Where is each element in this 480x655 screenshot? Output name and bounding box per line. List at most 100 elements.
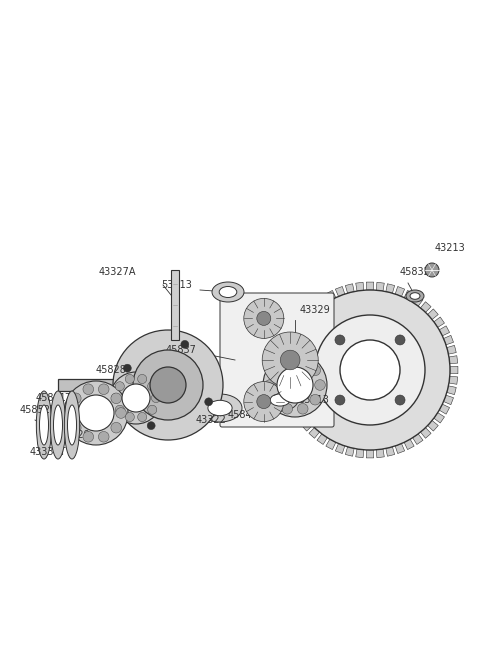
Ellipse shape [262,389,298,411]
Polygon shape [345,284,354,293]
Circle shape [315,380,325,390]
Polygon shape [444,335,454,345]
Polygon shape [439,326,450,336]
Polygon shape [356,282,364,291]
Polygon shape [302,309,312,320]
Circle shape [150,367,186,403]
Ellipse shape [39,405,48,445]
Polygon shape [290,404,301,414]
Circle shape [315,315,425,425]
Ellipse shape [208,400,232,416]
Polygon shape [302,421,312,431]
Polygon shape [282,366,290,374]
Polygon shape [428,309,438,320]
Polygon shape [287,335,297,345]
Circle shape [335,395,345,405]
Circle shape [280,350,300,370]
Circle shape [244,382,284,422]
Circle shape [395,395,405,405]
Polygon shape [447,386,456,395]
Circle shape [244,299,284,339]
Circle shape [147,422,155,430]
Polygon shape [366,282,374,290]
Polygon shape [336,286,345,297]
Circle shape [116,407,126,419]
Polygon shape [449,356,458,364]
Circle shape [98,384,109,394]
Text: 43329: 43329 [300,305,331,315]
Circle shape [257,394,271,409]
Ellipse shape [36,391,52,459]
Polygon shape [404,440,414,449]
Circle shape [115,405,124,415]
Circle shape [78,395,114,431]
Polygon shape [450,366,458,374]
Circle shape [111,393,121,403]
Polygon shape [404,290,414,301]
Text: 43329: 43329 [60,430,91,440]
Circle shape [122,384,150,412]
Circle shape [148,382,157,391]
Polygon shape [395,443,405,453]
Circle shape [282,403,293,414]
Polygon shape [326,440,336,449]
Polygon shape [366,450,374,458]
Circle shape [111,422,121,433]
Circle shape [269,394,280,405]
Ellipse shape [64,391,80,459]
Circle shape [310,365,321,375]
Ellipse shape [219,286,237,297]
Circle shape [83,384,94,394]
Polygon shape [326,290,336,301]
Polygon shape [284,386,293,395]
FancyBboxPatch shape [220,293,334,427]
Polygon shape [296,317,306,328]
Polygon shape [58,379,148,391]
Polygon shape [287,395,297,405]
Polygon shape [434,413,444,423]
Polygon shape [447,345,456,354]
Circle shape [115,382,124,391]
Ellipse shape [50,391,66,459]
Polygon shape [413,295,423,306]
Circle shape [138,413,147,422]
Ellipse shape [270,394,290,406]
Polygon shape [336,443,345,453]
Circle shape [123,364,132,372]
Circle shape [262,332,318,388]
Circle shape [125,413,134,422]
Circle shape [340,340,400,400]
Polygon shape [171,270,179,340]
Polygon shape [439,404,450,414]
Text: 45852T: 45852T [20,405,57,415]
Text: 53513: 53513 [298,395,329,405]
Ellipse shape [198,394,242,422]
Text: 43331T: 43331T [30,447,67,457]
Ellipse shape [406,290,424,302]
Text: 45828: 45828 [95,365,126,375]
Text: 43625B: 43625B [62,410,100,420]
Ellipse shape [53,405,62,445]
Circle shape [257,311,271,326]
Circle shape [113,330,223,440]
Polygon shape [449,376,458,384]
Text: 45832: 45832 [400,267,431,277]
Circle shape [111,394,120,403]
Polygon shape [395,286,405,297]
Polygon shape [386,447,395,457]
Circle shape [335,335,345,345]
Circle shape [263,353,327,417]
Polygon shape [290,326,301,336]
Polygon shape [413,434,423,445]
Polygon shape [345,447,354,457]
Circle shape [298,356,308,367]
Circle shape [298,403,308,414]
Polygon shape [376,449,384,458]
Circle shape [152,394,160,403]
Text: 45842A: 45842A [228,410,265,420]
Circle shape [148,405,157,415]
Circle shape [269,365,280,375]
Polygon shape [284,345,293,354]
Ellipse shape [410,293,420,299]
Circle shape [66,407,76,419]
